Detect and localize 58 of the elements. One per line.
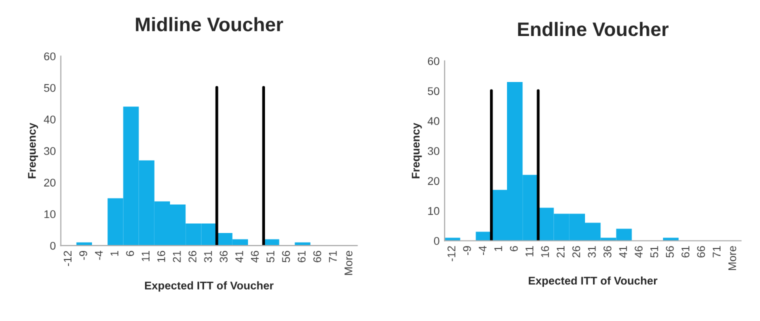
x-tick-label: 71 [329, 250, 337, 262]
x-tick-label: 6 [510, 246, 518, 252]
y-tick-label: 60 [428, 57, 440, 66]
x-tick-label: -9 [463, 246, 471, 255]
x-tick-label: 56 [282, 250, 290, 262]
chart-title: Midline Voucher [136, 17, 284, 32]
x-tick-label: 61 [298, 250, 306, 262]
y-tick-label: 30 [44, 147, 56, 156]
x-tick-label: 36 [604, 246, 612, 258]
y-tick-label: 30 [428, 147, 440, 156]
x-tick-label: 1 [110, 250, 118, 256]
x-tick-label: 21 [172, 250, 181, 262]
chart-title: Endline Voucher [518, 22, 669, 36]
x-tick-label: 46 [250, 250, 259, 263]
y-tick-label: 50 [428, 87, 440, 96]
x-tick-label: -12 [64, 250, 72, 266]
x-tick-label: 26 [572, 246, 580, 258]
x-tick-label: 1 [494, 246, 502, 251]
x-axis-title: Expected ITT of Voucher [145, 281, 274, 292]
y-tick-label: 20 [428, 177, 440, 185]
x-tick-label: 51 [650, 246, 658, 258]
y-tick-label: 10 [44, 210, 56, 218]
y-tick-label: 40 [44, 116, 56, 124]
x-tick-label: More [344, 250, 352, 275]
x-tick-label: 11 [526, 246, 534, 256]
y-tick-label: 10 [428, 207, 440, 215]
y-tick-label: 20 [44, 178, 56, 187]
y-tick-label: 50 [44, 84, 56, 92]
x-tick-label: 11 [142, 250, 150, 262]
x-tick-label: 41 [235, 250, 244, 263]
x-tick-label: 61 [682, 246, 690, 258]
y-tick-label: 0 [50, 242, 56, 250]
x-tick-label: -4 [95, 250, 103, 260]
y-tick-label: 0 [434, 237, 440, 245]
y-axis-title: Frequency [28, 122, 38, 178]
x-tick-label: -12 [448, 246, 456, 262]
x-tick-label: -9 [79, 250, 88, 260]
x-tick-label: 41 [619, 246, 627, 258]
x-axis-title: Expected ITT of Voucher [528, 276, 658, 287]
x-tick-label: 66 [697, 246, 705, 258]
x-tick-label: 56 [666, 246, 674, 258]
x-tick-label: 31 [588, 246, 596, 258]
x-tick-label: 36 [220, 250, 228, 262]
x-tick-label: More [728, 246, 736, 270]
x-tick-label: 66 [313, 250, 322, 262]
x-tick-label: 16 [157, 250, 166, 262]
x-tick-label: 51 [266, 250, 274, 262]
x-tick-label: 6 [126, 250, 134, 256]
y-tick-label: 60 [44, 52, 56, 60]
x-tick-label: 31 [204, 250, 212, 262]
x-tick-label: 16 [541, 246, 549, 258]
y-axis-title: Frequency [412, 122, 422, 178]
x-tick-label: -4 [478, 246, 486, 255]
x-tick-label: 71 [712, 246, 720, 258]
x-tick-label: 21 [556, 246, 564, 258]
x-tick-label: 26 [188, 250, 196, 262]
x-tick-label: 46 [634, 246, 643, 258]
y-tick-label: 40 [428, 117, 440, 126]
